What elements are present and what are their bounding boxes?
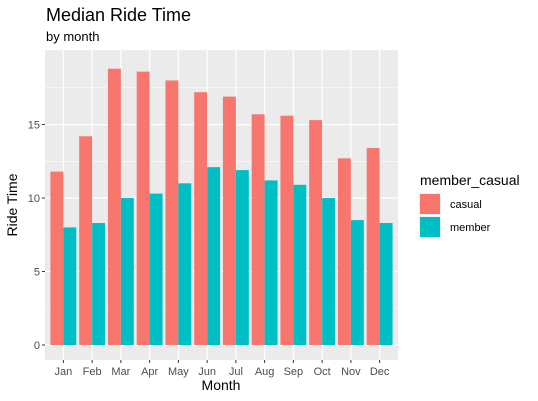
x-tick-label: Apr	[141, 366, 158, 378]
x-tick-label: Jul	[229, 366, 243, 378]
x-tick-label: Jan	[55, 366, 73, 378]
legend-label-member: member	[450, 222, 491, 234]
bar-casual-sep	[280, 115, 294, 346]
bar-member-aug	[264, 180, 278, 345]
x-tick-label: Oct	[314, 366, 331, 378]
bar-member-jul	[235, 170, 249, 345]
bar-member-dec	[379, 223, 393, 345]
bar-casual-jun	[194, 92, 208, 345]
bar-member-apr	[149, 193, 163, 345]
bar-member-feb	[92, 223, 106, 345]
x-tick-label: Jun	[198, 366, 216, 378]
bar-member-oct	[322, 198, 336, 345]
legend-title: member_casual	[420, 172, 520, 188]
x-tick-label: Sep	[284, 366, 304, 378]
y-axis: 0 5 10 15	[28, 120, 45, 352]
chart-title: Median Ride Time	[46, 5, 191, 25]
bar-casual-jul	[222, 96, 236, 345]
y-tick-label: 5	[34, 267, 40, 279]
x-tick-label: Dec	[370, 366, 390, 378]
legend-label-casual: casual	[450, 199, 482, 211]
bar-member-sep	[293, 184, 307, 345]
bar-casual-feb	[79, 136, 93, 345]
x-axis-title: Month	[202, 377, 241, 393]
bar-casual-oct	[309, 120, 323, 346]
bar-member-jan	[63, 227, 77, 345]
bar-casual-mar	[107, 68, 121, 346]
legend-key-member	[420, 217, 440, 237]
bar-casual-may	[165, 80, 179, 346]
x-tick-label: May	[168, 366, 189, 378]
legend: member_casual casual member	[419, 172, 520, 238]
y-tick-label: 15	[28, 120, 40, 132]
bar-casual-dec	[366, 148, 380, 345]
y-tick-label: 10	[28, 193, 40, 205]
bar-member-nov	[350, 220, 364, 345]
bar-casual-apr	[136, 71, 150, 346]
x-tick-label: Nov	[341, 366, 361, 378]
x-tick-label: Aug	[255, 366, 275, 378]
bar-member-mar	[120, 198, 134, 345]
bar-casual-jan	[50, 171, 64, 345]
bars	[50, 68, 393, 346]
x-axis: Jan Feb Mar Apr May Jun Jul Aug Sep Oct Nov Dec	[55, 360, 390, 378]
bar-casual-nov	[337, 158, 351, 345]
y-tick-label: 0	[34, 340, 40, 352]
bar-member-jun	[207, 167, 221, 345]
bar-member-may	[178, 183, 192, 345]
chart-subtitle: by month	[46, 29, 99, 44]
bar-casual-aug	[251, 114, 265, 346]
legend-key-casual	[420, 194, 440, 214]
x-tick-label: Feb	[83, 366, 102, 378]
x-tick-label: Mar	[111, 366, 130, 378]
y-axis-title: Ride Time	[4, 173, 20, 236]
